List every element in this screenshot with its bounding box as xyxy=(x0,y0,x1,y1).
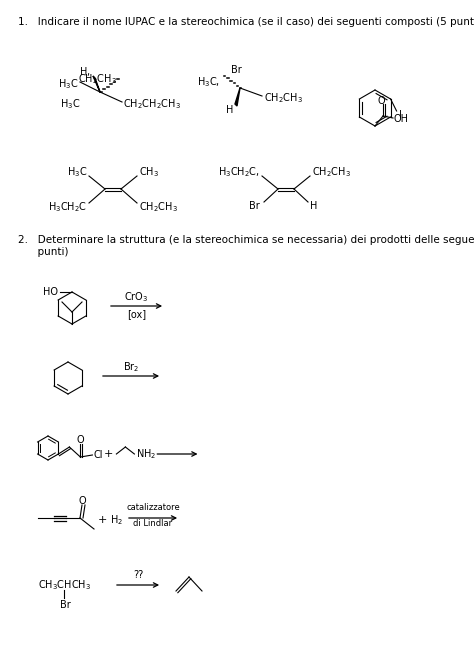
Text: Br: Br xyxy=(231,65,241,75)
Text: $\mathregular{CH_2CH_3}$: $\mathregular{CH_2CH_3}$ xyxy=(264,91,303,105)
Text: Br: Br xyxy=(60,600,71,610)
Text: +: + xyxy=(97,515,107,525)
Text: $\mathregular{H_2}$: $\mathregular{H_2}$ xyxy=(110,513,123,527)
Text: $\mathregular{CH_3CHCH_3}$: $\mathregular{CH_3CHCH_3}$ xyxy=(38,578,91,592)
Text: catalizzatore: catalizzatore xyxy=(126,503,180,513)
Text: $\mathregular{CH_2CH_2CH_3}$: $\mathregular{CH_2CH_2CH_3}$ xyxy=(123,97,181,111)
Text: HO: HO xyxy=(43,287,58,297)
Text: O: O xyxy=(77,435,84,445)
Text: $\mathregular{H_3C}$: $\mathregular{H_3C}$ xyxy=(60,97,80,111)
Text: $\mathregular{H_3C,}$: $\mathregular{H_3C,}$ xyxy=(197,75,220,89)
Text: O: O xyxy=(377,96,385,106)
Text: 1.   Indicare il nome IUPAC e la stereochimica (se il caso) dei seguenti compost: 1. Indicare il nome IUPAC e la stereochi… xyxy=(18,17,474,27)
Text: OH: OH xyxy=(394,114,409,124)
Text: Cl: Cl xyxy=(93,450,103,460)
Text: [ox]: [ox] xyxy=(127,309,146,319)
Text: $\mathregular{H_3C}$: $\mathregular{H_3C}$ xyxy=(58,77,78,91)
Text: $\mathregular{NH_2}$: $\mathregular{NH_2}$ xyxy=(137,447,157,461)
Text: $\mathregular{CH_2CH_3}$: $\mathregular{CH_2CH_3}$ xyxy=(312,165,351,179)
Text: 2.   Determinare la struttura (e la stereochimica se necessaria) dei prodotti de: 2. Determinare la struttura (e la stereo… xyxy=(18,235,474,245)
Text: O: O xyxy=(78,496,86,506)
Text: $\mathregular{CH_2CH_3}$: $\mathregular{CH_2CH_3}$ xyxy=(78,72,117,86)
Text: H: H xyxy=(310,201,318,211)
Text: +: + xyxy=(104,449,113,459)
Text: Br: Br xyxy=(249,201,260,211)
Text: $\mathregular{H,}$: $\mathregular{H,}$ xyxy=(79,66,90,78)
Text: $\mathregular{CH_3}$: $\mathregular{CH_3}$ xyxy=(139,165,159,179)
Polygon shape xyxy=(235,88,240,106)
Text: $\mathregular{Br_2}$: $\mathregular{Br_2}$ xyxy=(123,360,139,374)
Text: di Lindlar: di Lindlar xyxy=(134,519,173,527)
Polygon shape xyxy=(93,76,100,92)
Text: I: I xyxy=(399,110,401,120)
Text: $\mathregular{CrO_3}$: $\mathregular{CrO_3}$ xyxy=(124,290,149,304)
Text: H: H xyxy=(226,105,234,115)
Text: $\mathregular{H_3CH_2C}$: $\mathregular{H_3CH_2C}$ xyxy=(48,200,87,214)
Text: ??: ?? xyxy=(133,570,143,580)
Text: $\mathregular{H_3CH_2C,}$: $\mathregular{H_3CH_2C,}$ xyxy=(218,165,260,179)
Text: $\mathregular{CH_2CH_3}$: $\mathregular{CH_2CH_3}$ xyxy=(139,200,178,214)
Text: $\mathregular{H_3C}$: $\mathregular{H_3C}$ xyxy=(67,165,87,179)
Text: punti): punti) xyxy=(18,247,69,257)
